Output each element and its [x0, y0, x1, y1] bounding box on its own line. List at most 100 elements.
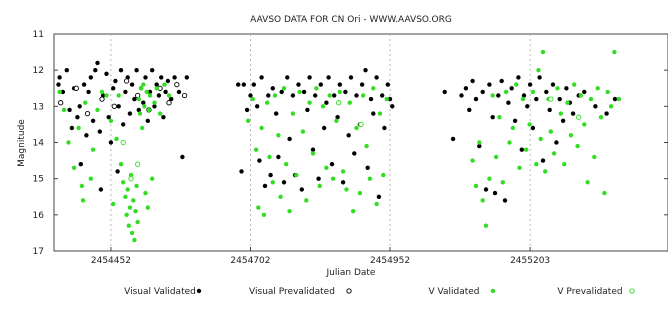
- data-point: [602, 190, 607, 196]
- data-point: [97, 129, 103, 134]
- y-tick-label: 16: [33, 211, 45, 221]
- data-point: [324, 100, 329, 105]
- data-point: [361, 93, 366, 98]
- data-point: [116, 104, 121, 109]
- data-point: [548, 129, 553, 134]
- data-point: [381, 172, 386, 178]
- data-point: [314, 86, 319, 91]
- data-point: [334, 118, 339, 124]
- data-point: [147, 93, 153, 98]
- data-point: [236, 82, 241, 87]
- data-point: [493, 154, 499, 160]
- data-point: [152, 100, 157, 105]
- x-tick-label: 2455203: [510, 256, 550, 266]
- data-point: [124, 212, 129, 217]
- data-point: [284, 162, 289, 167]
- data-point: [565, 100, 570, 105]
- data-point: [290, 111, 296, 116]
- data-point: [174, 81, 180, 88]
- data-point: [137, 111, 143, 116]
- data-point: [259, 125, 264, 131]
- data-point: [340, 180, 346, 185]
- x-tick-label: 2454452: [91, 256, 131, 266]
- data-point: [521, 93, 527, 98]
- data-point: [340, 169, 346, 174]
- data-point: [463, 86, 469, 91]
- data-point: [114, 136, 119, 142]
- data-point: [241, 82, 246, 87]
- data-point: [604, 111, 609, 116]
- data-point: [163, 89, 168, 95]
- data-point: [141, 82, 146, 87]
- data-point: [276, 133, 281, 138]
- data-point: [287, 209, 292, 214]
- data-point: [76, 125, 81, 131]
- data-point: [316, 176, 321, 181]
- data-point: [320, 104, 326, 109]
- data-point: [125, 187, 130, 192]
- x-tick-label: 2454702: [230, 256, 270, 266]
- data-point: [354, 125, 359, 131]
- data-point: [281, 86, 287, 91]
- data-point: [371, 86, 376, 91]
- data-point: [262, 183, 268, 189]
- data-point: [510, 125, 515, 131]
- data-point: [126, 223, 131, 228]
- data-point: [154, 86, 159, 91]
- data-point: [95, 60, 100, 66]
- data-point: [138, 86, 144, 91]
- data-point: [79, 183, 85, 189]
- data-point: [255, 104, 260, 109]
- data-point: [570, 111, 576, 116]
- data-point: [120, 139, 126, 146]
- data-point: [156, 93, 162, 98]
- data-point: [470, 158, 475, 163]
- data-point: [127, 111, 133, 116]
- data-point: [127, 205, 133, 210]
- data-point: [530, 125, 536, 131]
- data-point: [499, 78, 504, 84]
- data-point: [294, 172, 299, 178]
- data-point: [147, 89, 153, 95]
- data-point: [317, 183, 322, 189]
- data-point: [157, 111, 163, 116]
- data-point: [496, 93, 501, 98]
- chart-title: AAVSO DATA FOR CN Ori - WWW.AAVSO.ORG: [250, 15, 452, 25]
- data-point: [497, 115, 502, 120]
- legend-label: V Prevalidated: [557, 287, 622, 297]
- data-point: [374, 201, 379, 207]
- data-point: [557, 96, 562, 102]
- data-point: [357, 190, 363, 196]
- data-point: [347, 100, 352, 105]
- data-point: [318, 82, 323, 87]
- data-point: [380, 93, 385, 98]
- data-point: [310, 151, 316, 156]
- data-point: [598, 115, 604, 120]
- data-point: [99, 89, 105, 95]
- data-point: [582, 122, 587, 127]
- data-point: [136, 96, 141, 102]
- data-point: [165, 78, 171, 84]
- data-point: [66, 140, 71, 145]
- data-point: [502, 198, 508, 203]
- data-point: [118, 68, 124, 73]
- data-point: [348, 75, 354, 80]
- data-point: [551, 151, 557, 156]
- data-point: [538, 136, 543, 142]
- data-point: [287, 136, 292, 142]
- data-point: [576, 114, 582, 120]
- data-point: [490, 115, 495, 120]
- data-point: [60, 89, 66, 95]
- data-point: [131, 198, 136, 203]
- data-point: [281, 180, 287, 185]
- data-point: [503, 89, 509, 95]
- data-point: [123, 194, 128, 199]
- data-point: [116, 93, 121, 98]
- data-point: [159, 75, 164, 80]
- data-point: [113, 78, 118, 84]
- data-point: [104, 71, 109, 77]
- data-point: [324, 165, 329, 170]
- data-point: [270, 180, 275, 185]
- data-point: [73, 85, 79, 91]
- data-point: [467, 107, 472, 113]
